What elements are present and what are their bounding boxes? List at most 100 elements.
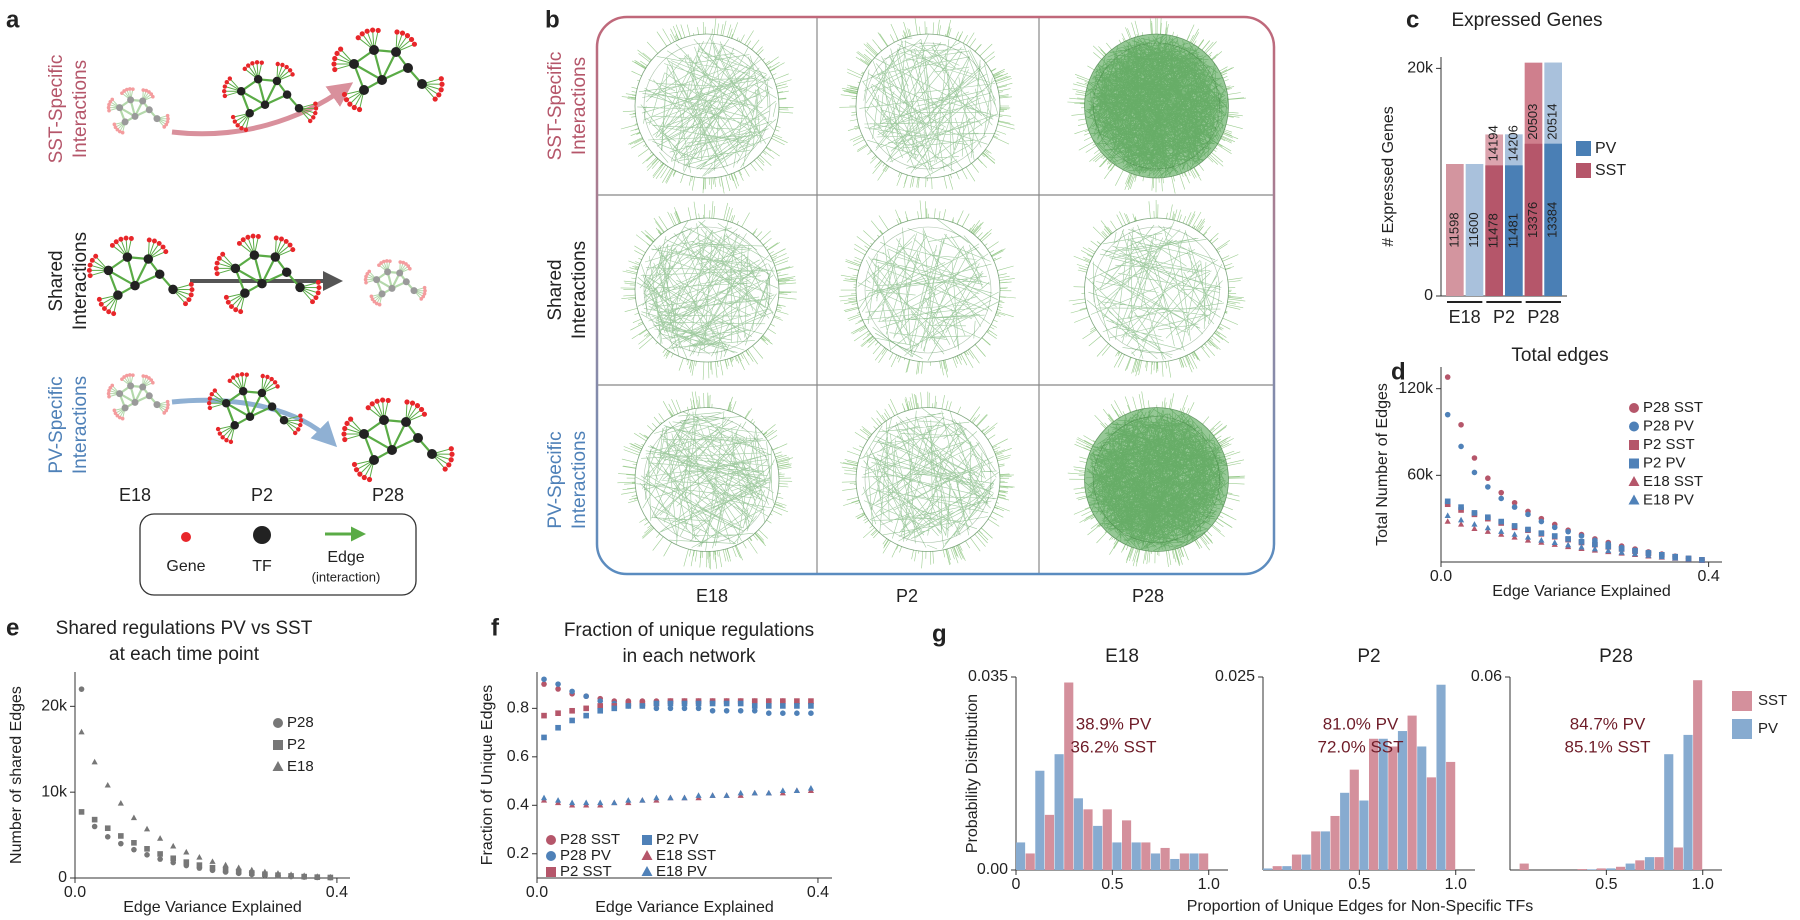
gene-node — [377, 263, 381, 267]
gene-node — [385, 259, 389, 263]
gene-node — [183, 301, 188, 307]
gene-node — [107, 108, 111, 113]
gene-node — [163, 249, 169, 255]
marker — [327, 873, 334, 880]
network-hairs — [617, 391, 794, 570]
marker — [1471, 525, 1478, 532]
gene-node — [446, 462, 452, 468]
bar — [1131, 842, 1141, 870]
gene-node — [364, 280, 368, 285]
bar — [1035, 770, 1045, 870]
bar — [1083, 809, 1093, 870]
gene-node — [265, 374, 270, 380]
marker — [765, 710, 772, 716]
gene-node — [233, 307, 239, 313]
gene-node — [315, 279, 321, 285]
marker — [709, 707, 716, 714]
marker — [1444, 512, 1451, 519]
tf-icon — [253, 526, 271, 544]
tf-edges — [240, 78, 300, 115]
network-edges — [1084, 407, 1229, 552]
bar — [1524, 143, 1543, 296]
y-tick-label: 10k — [41, 783, 68, 800]
frame — [595, 15, 1276, 576]
bar — [1282, 866, 1292, 870]
gene-node — [367, 269, 372, 274]
tf-node — [145, 392, 153, 400]
tf-node — [116, 390, 124, 398]
bar — [1505, 165, 1523, 296]
y-tick-label: 60k — [1407, 467, 1434, 484]
marker — [1471, 521, 1478, 527]
gene-node — [331, 61, 337, 67]
marker — [723, 792, 730, 798]
marker — [695, 792, 702, 798]
gene-node — [128, 373, 132, 377]
gene-node — [107, 388, 111, 393]
network-glyphs — [86, 27, 455, 483]
chart-title: P2 — [1357, 646, 1380, 667]
tf-node — [387, 445, 397, 455]
gene-node — [120, 130, 125, 135]
marker — [737, 700, 744, 707]
gene-node — [334, 50, 340, 57]
value-label: 14194 — [1486, 125, 1501, 161]
gene-node — [222, 93, 228, 99]
marker — [272, 761, 284, 771]
marker — [723, 700, 730, 707]
tf-node — [245, 109, 254, 118]
marker — [1457, 516, 1465, 523]
gene-node — [120, 91, 124, 95]
gene-node — [380, 397, 386, 403]
bar — [1664, 754, 1674, 870]
marker — [642, 835, 652, 845]
marker — [183, 848, 190, 855]
gene-node — [225, 299, 231, 305]
marker — [751, 707, 758, 714]
marker — [737, 707, 744, 714]
legend-label: P2 PV — [656, 831, 699, 848]
gene-node — [439, 81, 445, 87]
marker — [1629, 458, 1639, 469]
marker — [1444, 374, 1451, 380]
gene-node — [438, 76, 444, 82]
y-axis-label: Fraction of Unique Edges — [479, 685, 496, 866]
marker — [583, 705, 589, 712]
legend-label: P2 SST — [560, 863, 612, 880]
marker — [540, 794, 548, 801]
marker — [794, 710, 800, 716]
network-hairs — [1068, 199, 1246, 378]
row-label: SST-Specific — [545, 52, 566, 161]
marker — [611, 799, 618, 806]
gene-node — [87, 262, 93, 268]
gene-node — [165, 119, 170, 124]
panel-letter: f — [491, 614, 500, 641]
gene-node — [313, 101, 318, 106]
marker — [641, 866, 653, 876]
marker — [1511, 504, 1518, 510]
panel-letter: b — [545, 6, 560, 33]
legend-label: Edge — [327, 549, 364, 566]
marker — [695, 700, 702, 707]
marker — [1444, 498, 1451, 505]
value-label: 11598 — [1446, 212, 1461, 247]
tf-node — [402, 278, 410, 286]
marker — [808, 698, 814, 704]
marker — [131, 846, 137, 853]
marker — [274, 870, 282, 876]
network-ring — [634, 217, 780, 363]
column-label: P28 — [1132, 586, 1164, 606]
x-tick-label: 1.0 — [1445, 876, 1467, 893]
gene-node — [212, 388, 218, 393]
legend-label: E18 PV — [656, 863, 707, 880]
network-hairs — [839, 200, 1016, 378]
tf-edges — [362, 418, 433, 461]
annotation: 38.9% PV — [1076, 714, 1152, 733]
tf-edges — [375, 270, 415, 295]
marker — [91, 823, 98, 830]
gene-node — [365, 271, 370, 276]
gene-node — [364, 274, 368, 279]
row-label: SST-Specific — [46, 55, 67, 164]
marker — [287, 871, 295, 877]
bar — [1616, 866, 1626, 870]
